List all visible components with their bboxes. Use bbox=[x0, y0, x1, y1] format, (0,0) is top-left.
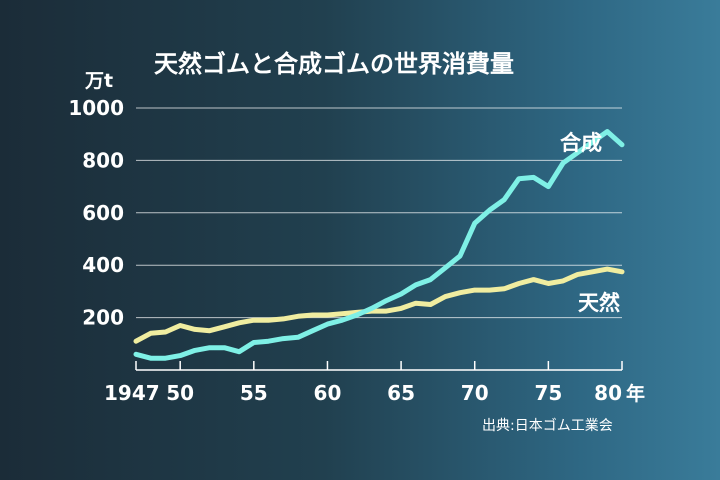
series-label-natural: 天然 bbox=[578, 291, 620, 315]
y-tick-label: 200 bbox=[82, 306, 124, 330]
series-label-synthetic: 合成 bbox=[560, 131, 602, 155]
x-unit-label: 年 bbox=[626, 382, 645, 405]
x-tick-label: 80 bbox=[594, 381, 622, 405]
y-tick-label: 600 bbox=[82, 201, 124, 225]
x-tick-label: 65 bbox=[387, 381, 415, 405]
x-axis-ticks: 1947 50 55 60 65 70 75 80 bbox=[104, 361, 623, 405]
y-unit-label: 万t bbox=[84, 70, 113, 92]
series-line-natural bbox=[133, 266, 625, 344]
series-line-synthetic bbox=[133, 129, 625, 361]
x-tick-label: 60 bbox=[314, 381, 342, 405]
y-tick-label: 400 bbox=[82, 253, 124, 277]
x-tick-label: 55 bbox=[240, 381, 268, 405]
x-tick-label: 70 bbox=[461, 381, 489, 405]
x-tick-label: 50 bbox=[166, 381, 194, 405]
gridlines bbox=[136, 107, 622, 319]
y-tick-label: 1000 bbox=[68, 96, 124, 120]
y-axis-ticks: 200 400 600 800 1000 bbox=[68, 96, 124, 330]
source-note: 出典:日本ゴム工業会 bbox=[482, 417, 613, 434]
x-tick-label: 1947 bbox=[104, 381, 160, 405]
x-tick-label: 75 bbox=[534, 381, 562, 405]
series-lines bbox=[133, 129, 625, 361]
y-tick-label: 800 bbox=[82, 148, 124, 172]
chart-title: 天然ゴムと合成ゴムの世界消費量 bbox=[154, 50, 514, 78]
